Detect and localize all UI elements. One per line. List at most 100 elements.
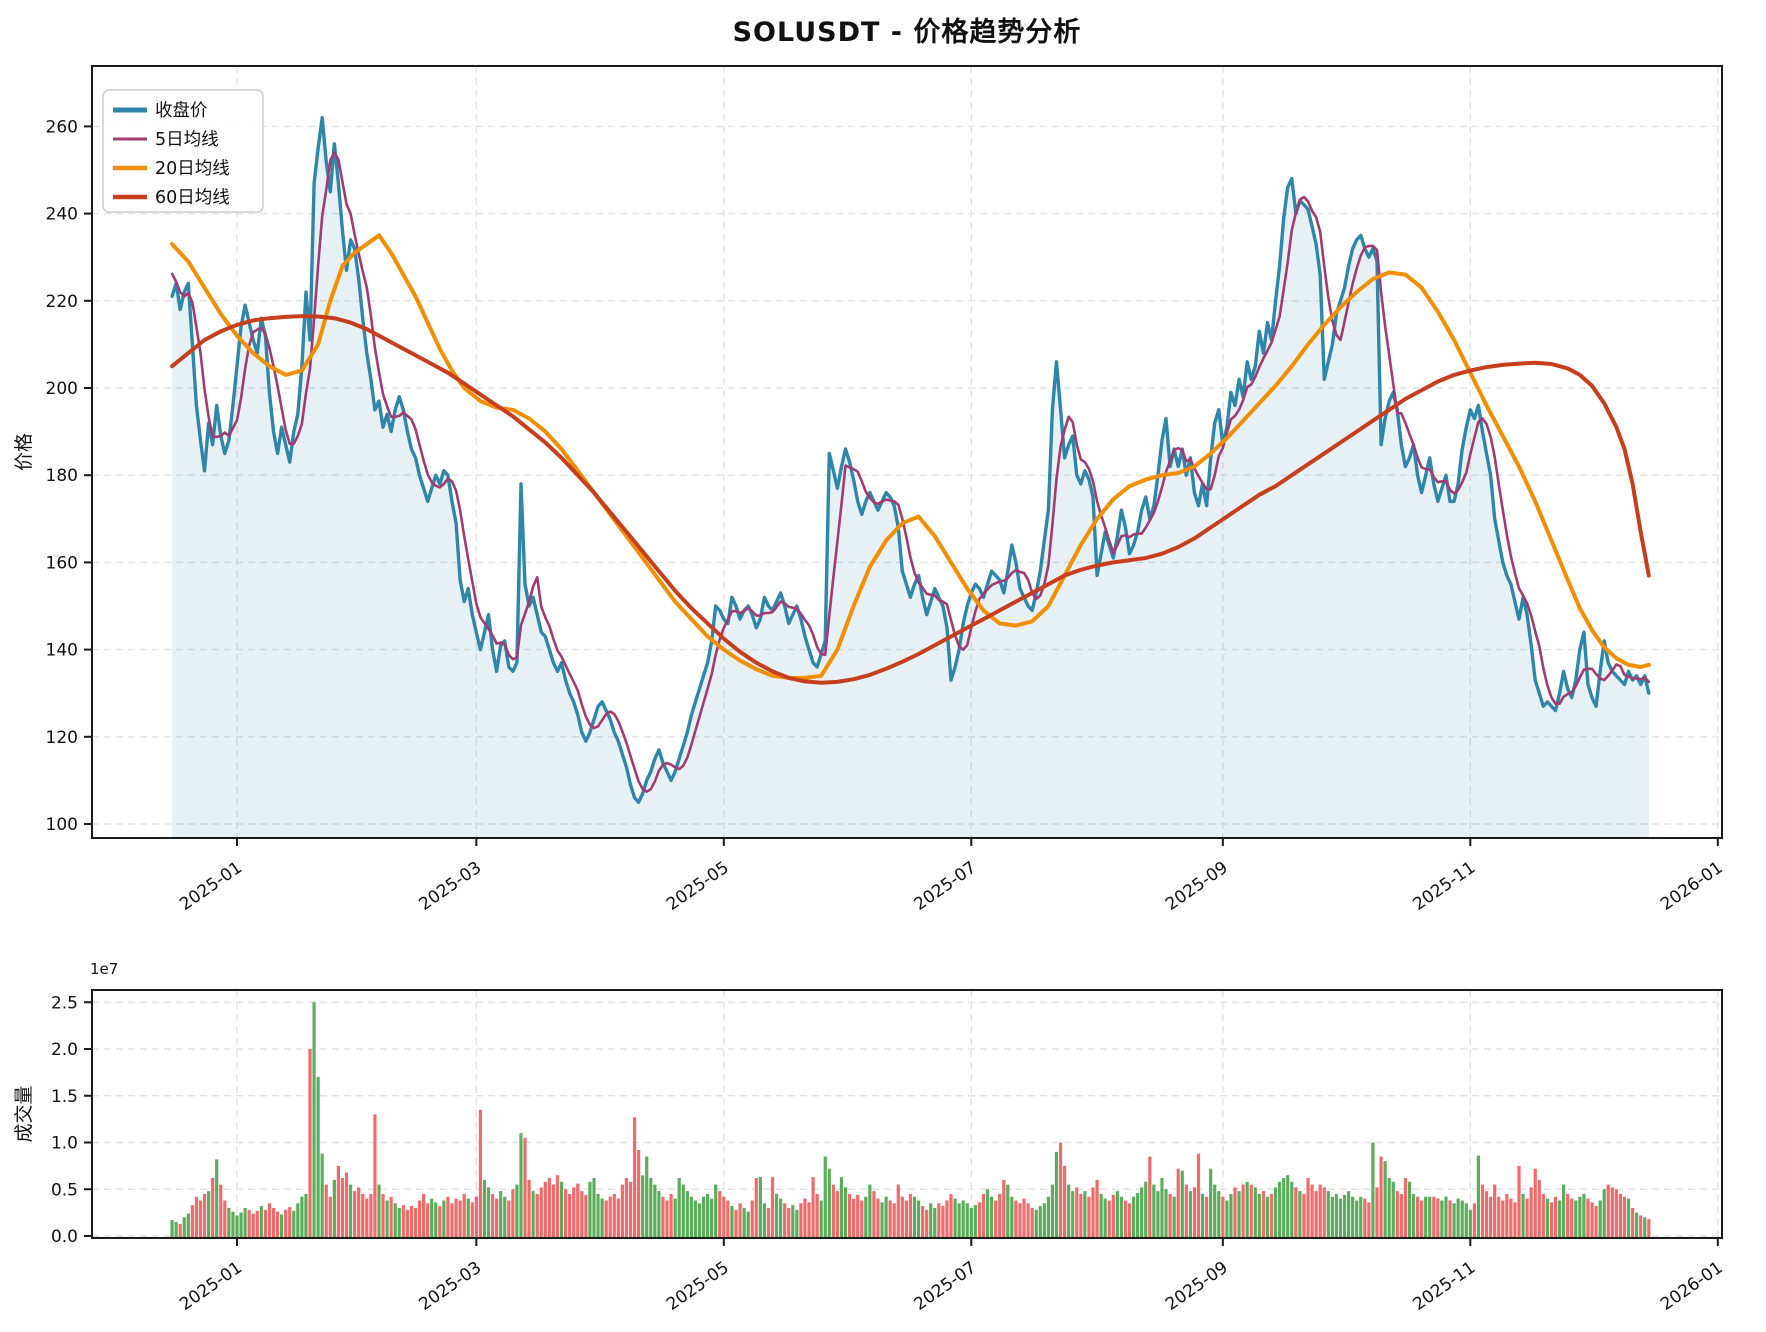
volume-bar-down [1630,1207,1635,1237]
volume-bar-down [275,1211,280,1237]
volume-bar-up [1119,1196,1124,1237]
volume-bar-up [1144,1181,1148,1237]
price-ytick-label: 260 [46,117,78,137]
legend-item-2: 20日均线 [113,159,230,179]
volume-bar-up [1172,1196,1176,1237]
volume-bar-up [1164,1189,1168,1237]
volume-bar-up [1140,1187,1144,1237]
volume-bar-up [1468,1209,1472,1237]
volume-bar-down [998,1193,1002,1237]
legend-item-1: 5日均线 [113,130,219,150]
legend-label: 5日均线 [155,130,219,150]
volume-bar-down [1022,1198,1026,1237]
volume-bar-down [628,1181,633,1237]
volume-bar-up [933,1207,937,1237]
volume-bar-up [316,1077,320,1237]
volume-bar-down [263,1209,267,1237]
volume-bar-down [1192,1187,1197,1237]
volume-bar-down [847,1193,852,1237]
volume-bar-down [624,1178,629,1237]
volume-bar-up [742,1207,746,1237]
volume-bar-down [1148,1156,1152,1237]
volume-bar-up [466,1198,470,1237]
volume-bar-up [1099,1193,1103,1237]
volume-bar-up [705,1193,710,1237]
volume-bar-down [637,1149,641,1237]
volume-bar-down [478,1109,483,1237]
volume-bar-down [1488,1196,1493,1237]
volume-bar-up [1574,1200,1578,1237]
volume-bar-down [1249,1184,1253,1237]
volume-bar-up [1440,1200,1444,1237]
volume-bar-down [665,1200,669,1237]
volume-bar-down [1533,1168,1537,1237]
volume-bar-down [267,1203,272,1237]
price-ytick-label: 240 [46,205,78,225]
volume-bar-down [1537,1179,1541,1237]
volume-bar-up [1330,1196,1334,1237]
volume-bar-up [235,1215,239,1237]
volume-bar-down [474,1196,478,1237]
volume-bar-up [397,1207,401,1237]
volume-bar-up [1476,1155,1481,1237]
volume-bar-up [1391,1181,1395,1237]
volume-bar-up [1383,1161,1387,1237]
volume-bar-down [409,1206,414,1237]
volume-bar-up [1290,1181,1294,1237]
volume-bar-down [328,1196,332,1237]
volume-bar-up [215,1159,219,1237]
volume-bar-down [365,1198,369,1237]
volume-bar-down [750,1200,754,1237]
chart-title: SOLUSDT - 价格趋势分析 [732,17,1082,48]
volume-bar-up [1257,1193,1261,1237]
volume-bar-down [852,1198,856,1237]
volume-bar-down [1026,1203,1030,1237]
price-xtick-label: 2025-03 [416,858,486,915]
volume-bar-down [543,1181,547,1237]
volume-bar-down [608,1196,612,1237]
volume-bar-down [1111,1194,1115,1237]
volume-bar-up [312,1002,316,1237]
volume-bar-up [1557,1200,1562,1237]
price-ytick-label: 220 [46,292,78,312]
volume-bar-up [304,1193,308,1237]
volume-bar-down [426,1203,430,1237]
volume-bar-up [657,1191,661,1237]
volume-bar-up [1411,1193,1416,1237]
volume-bar-up [1456,1198,1460,1237]
volume-bar-up [912,1196,917,1237]
volume-bar-up [645,1156,649,1237]
volume-bar-up [1006,1184,1010,1237]
volume-bar-up [714,1184,718,1237]
volume-bar-down [977,1202,982,1237]
volume-bar-down [1095,1179,1099,1237]
volume-bar-up [1213,1184,1217,1237]
volume-bar-down [572,1187,576,1237]
volume-bar-up [1278,1181,1282,1237]
volume-bar-up [259,1206,263,1237]
volume-bar-down [1566,1193,1570,1237]
volume-bar-down [247,1209,251,1237]
volume-bar-down [1058,1142,1063,1237]
volume-bar-down [1375,1187,1379,1237]
price-ylabel: 价格 [13,433,35,471]
volume-bar-up [839,1177,844,1237]
volume-bar-up [1115,1191,1119,1237]
volume-bar-down [470,1202,474,1237]
price-xtick-label: 2025-07 [911,858,981,915]
volume-bar-up [929,1203,933,1237]
volume-bar-up [1217,1191,1221,1237]
volume-bar-down [1399,1193,1403,1237]
volume-bar-up [393,1203,397,1237]
volume-bar-down [1432,1196,1436,1237]
volume-bar-down [389,1196,393,1237]
volume-bar-down [1513,1202,1517,1237]
volume-bar-down [202,1193,207,1237]
price-xtick-label: 2026-01 [1657,858,1727,915]
volume-bar-up [227,1207,231,1237]
volume-bar-down [1221,1196,1225,1237]
volume-bar-up [916,1200,921,1237]
volume-bar-up [985,1189,990,1237]
volume-bar-down [949,1193,953,1237]
legend: 收盘价 5日均线 20日均线 60日均线 [102,89,264,213]
